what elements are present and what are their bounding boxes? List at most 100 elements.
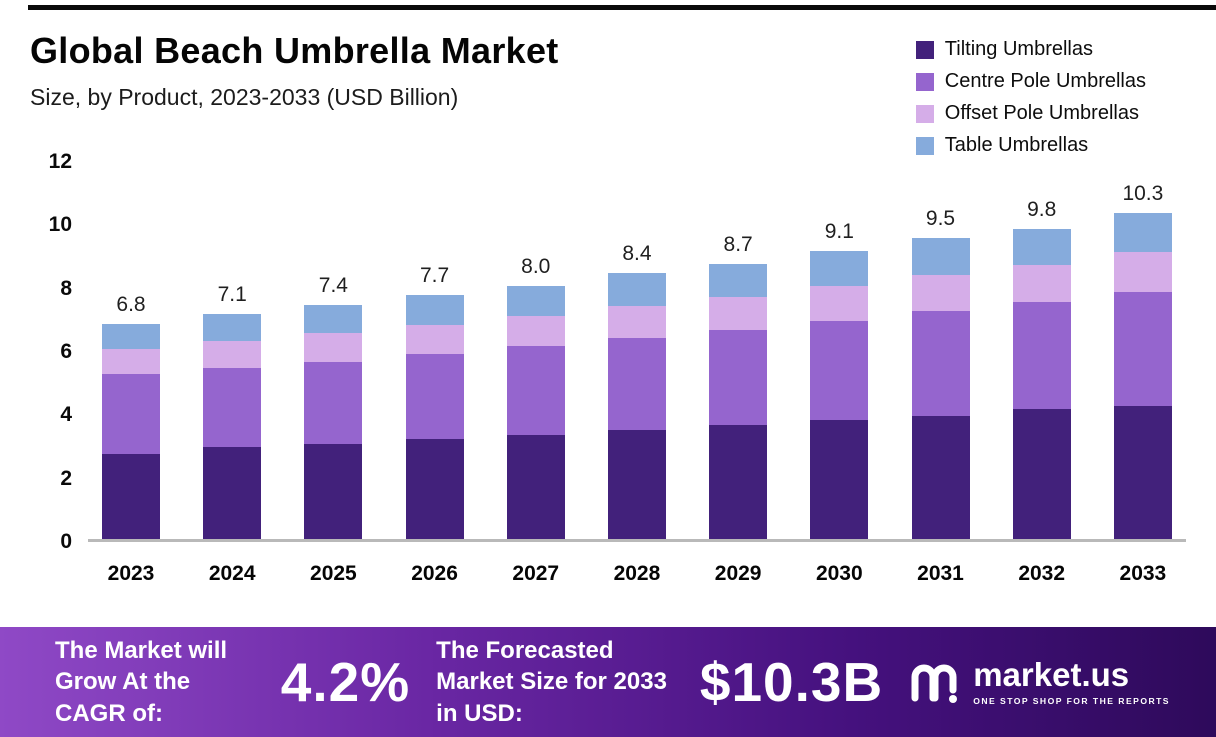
bar-total-label: 9.1 (824, 219, 854, 243)
legend-item: Offset Pole Umbrellas (915, 102, 1146, 125)
top-divider (28, 5, 1216, 10)
bar-segment (304, 361, 363, 444)
bar-total-label: 8.4 (622, 242, 652, 266)
legend-swatch-icon (915, 136, 934, 155)
bar-2033: 10.3 (1113, 162, 1172, 539)
bar-segment (1012, 409, 1071, 539)
bar-total-label: 7.4 (318, 273, 348, 297)
bar-total-label: 9.5 (925, 207, 956, 231)
bar-segment (810, 320, 869, 421)
bar-segment (911, 311, 970, 416)
bar-stack (1113, 212, 1172, 539)
bar-segment (810, 285, 869, 321)
bar-total-label: 10.3 (1122, 181, 1164, 205)
y-tick-label: 2 (60, 466, 72, 490)
bar-2026: 7.7 (405, 162, 464, 539)
bar-stack (405, 295, 464, 539)
bar-segment (709, 296, 768, 330)
x-tick-label: 2027 (512, 562, 560, 585)
bar-segment (203, 368, 262, 448)
y-tick-label: 10 (48, 213, 72, 237)
bar-segment (607, 337, 666, 430)
bar-segment (304, 444, 363, 539)
bar-segment (1113, 406, 1172, 539)
bar-segment (405, 295, 464, 326)
x-tick-label: 2032 (1018, 562, 1066, 585)
x-tick-label: 2025 (310, 562, 357, 585)
bar-total-label: 7.1 (217, 283, 247, 307)
bar-segment (102, 374, 160, 454)
bar-segment (506, 345, 565, 435)
bar-segment (405, 439, 464, 539)
bar-segment (102, 349, 160, 375)
bar-stack (304, 304, 363, 539)
y-axis: 0 2 4 6 8 10 12 (30, 151, 88, 553)
bar-total-label: 9.8 (1027, 197, 1057, 221)
legend-item: Table Umbrellas (915, 134, 1146, 157)
bar-2028: 8.4 (607, 162, 666, 539)
page-subtitle: Size, by Product, 2023-2033 (USD Billion… (30, 84, 459, 110)
forecast-value: $10.3B (699, 651, 884, 713)
brand-tagline: ONE STOP SHOP FOR THE REPORTS (973, 696, 1170, 706)
bar-segment (102, 453, 160, 539)
y-tick-label: 6 (60, 340, 72, 363)
legend-swatch-icon (915, 40, 934, 59)
bar-stack (203, 314, 262, 539)
bar-segment (810, 420, 869, 539)
cagr-value: 4.2% (280, 651, 411, 713)
bar-stack (102, 323, 160, 539)
bar-segment (709, 263, 768, 297)
bar-segment (709, 425, 768, 539)
stacked-bar-chart: 0 2 4 6 8 10 12 6.8 7.1 7.4 7.7 8.0 8.4 8.7 9.1 9.5 9.8… (30, 151, 1186, 586)
bar-stack (506, 285, 565, 539)
bar-segment (506, 315, 565, 346)
y-tick-label: 4 (60, 403, 72, 427)
legend-label: Table Umbrellas (944, 134, 1089, 156)
bar-stack (1012, 228, 1071, 539)
cagr-banner: The Market will Grow At the CAGR of: 4.2… (0, 627, 1216, 737)
legend-label: Tilting Umbrellas (944, 38, 1093, 60)
bar-segment (709, 330, 768, 425)
x-tick-label: 2026 (411, 562, 458, 585)
bar-2032: 9.8 (1012, 162, 1071, 539)
market-us-icon (911, 664, 958, 703)
bar-2023: 6.8 (102, 162, 160, 539)
brand-logo: market.us ONE STOP SHOP FOR THE REPORTS (909, 658, 1170, 706)
x-axis: 2023 2024 2025 2026 2027 2028 2029 2030 2031 2032… (88, 562, 1186, 586)
bar-segment (911, 238, 970, 275)
x-tick-label: 2028 (613, 562, 661, 585)
legend-swatch-icon (915, 72, 934, 91)
bar-segment (203, 341, 262, 369)
legend-item: Tilting Umbrellas (915, 38, 1146, 61)
plot-wrap: 6.8 7.1 7.4 7.7 8.0 8.4 8.7 9.1 9.5 9.8 10.3 2023 2… (88, 162, 1186, 586)
bar-segment (1113, 212, 1172, 253)
x-tick-label: 2033 (1119, 562, 1167, 585)
bar-stack (607, 273, 666, 539)
legend-swatch-icon (915, 104, 934, 123)
legend-label: Offset Pole Umbrellas (944, 102, 1139, 124)
legend-item: Centre Pole Umbrellas (915, 70, 1146, 93)
bar-segment (1113, 292, 1172, 406)
x-tick-label: 2029 (714, 562, 762, 585)
x-tick-label: 2030 (815, 562, 863, 585)
bar-stack (810, 250, 869, 539)
chart-header: Global Beach Umbrella Market Size, by Pr… (30, 30, 559, 111)
forecast-label: The Forecasted Market Size for 2033 in U… (436, 637, 667, 727)
bar-segment (203, 314, 262, 342)
bar-total-label: 7.7 (419, 264, 450, 288)
legend-label: Centre Pole Umbrellas (944, 70, 1146, 92)
bar-2030: 9.1 (810, 162, 869, 539)
chart-legend: Tilting Umbrellas Centre Pole Umbrellas Of… (915, 38, 1146, 157)
bar-2027: 8.0 (506, 162, 565, 539)
x-tick-label: 2024 (208, 562, 256, 585)
brand-text: market.us ONE STOP SHOP FOR THE REPORTS (973, 658, 1170, 706)
bar-segment (607, 306, 666, 338)
bar-segment (911, 274, 970, 311)
bar-segment (405, 325, 464, 354)
bar-2025: 7.4 (304, 162, 363, 539)
plot-area: 6.8 7.1 7.4 7.7 8.0 8.4 8.7 9.1 9.5 9.8 10.3 (88, 162, 1186, 542)
bar-segment (203, 447, 262, 539)
bar-stack (911, 238, 970, 539)
brand-name: market.us (973, 656, 1130, 693)
